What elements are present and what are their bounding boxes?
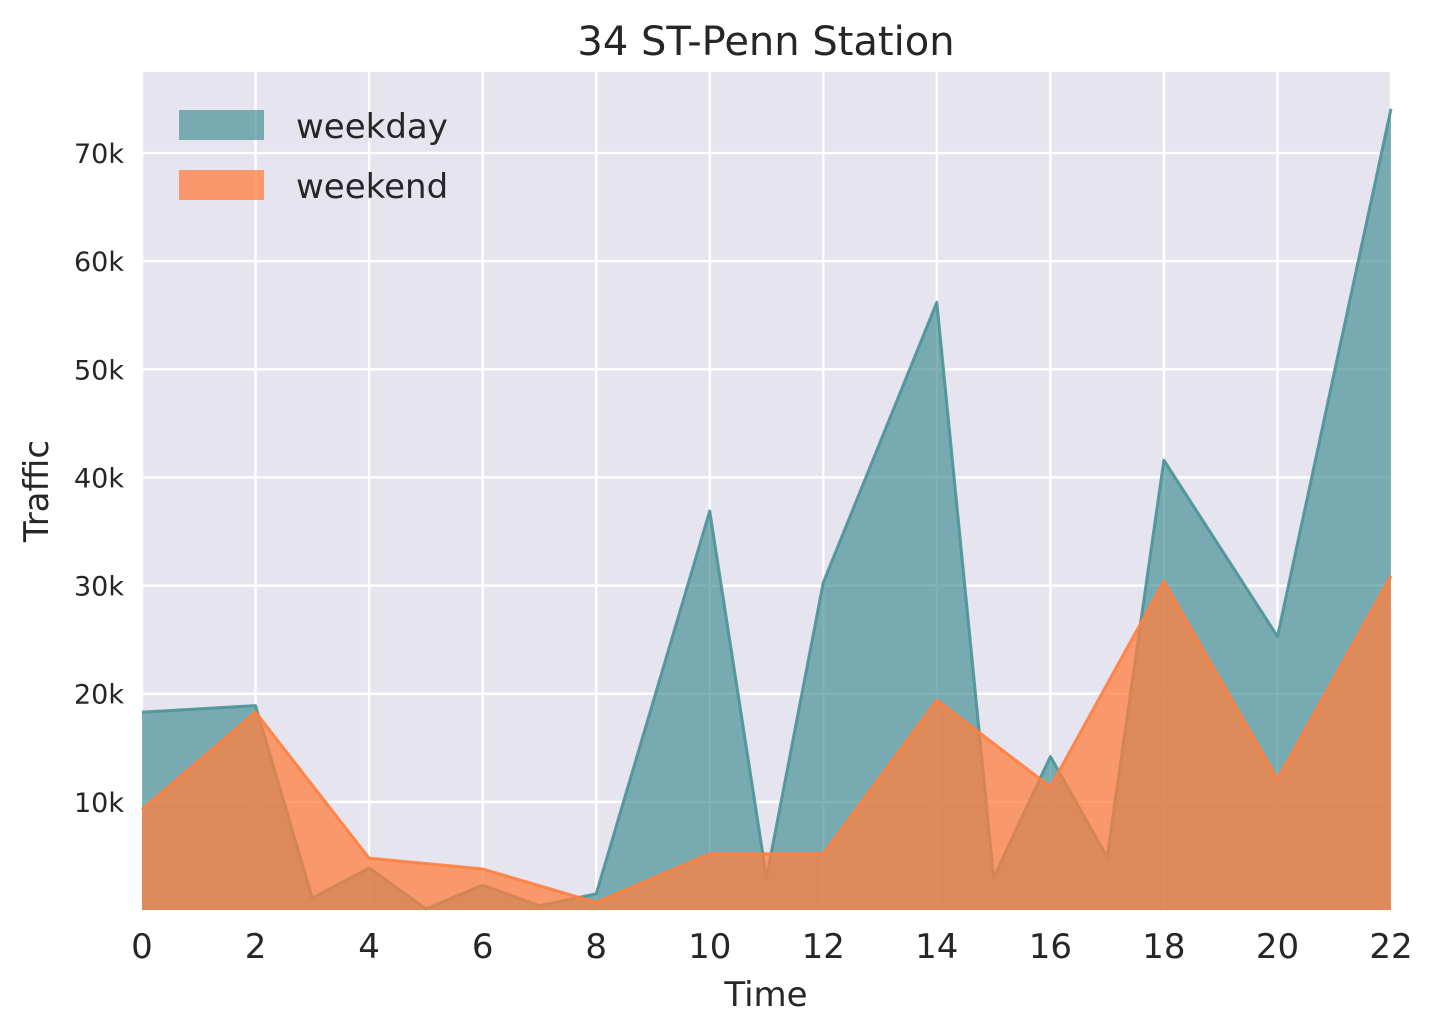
x-tick-label: 20 — [1256, 927, 1299, 967]
legend: weekday weekend — [179, 107, 448, 207]
y-tick-label: 70k — [74, 139, 124, 170]
y-tick-label: 10k — [74, 788, 124, 819]
x-tick-label: 10 — [688, 927, 731, 967]
y-tick-label: 60k — [74, 247, 124, 278]
legend-label-weekday: weekday — [296, 107, 448, 147]
x-tick-label: 0 — [131, 927, 153, 967]
x-tick-label: 18 — [1142, 927, 1185, 967]
y-tick-label: 30k — [74, 572, 124, 603]
x-tick-label: 8 — [585, 927, 607, 967]
x-axis-label: Time — [723, 975, 807, 1015]
x-tick-label: 22 — [1369, 927, 1412, 967]
legend-swatch-weekday — [179, 110, 264, 140]
y-axis-label: Traffic — [17, 440, 57, 543]
legend-swatch-weekend — [179, 170, 264, 200]
area-series — [141, 108, 1393, 911]
legend-label-weekend: weekend — [296, 167, 448, 207]
y-tick-labels: 10k 20k 30k 40k 50k 60k 70k — [74, 139, 124, 819]
x-tick-label: 4 — [358, 927, 380, 967]
x-tick-label: 2 — [245, 927, 267, 967]
y-tick-label: 40k — [74, 463, 124, 494]
y-tick-label: 50k — [74, 355, 124, 386]
x-tick-labels: 0 2 4 6 8 10 12 14 16 18 20 22 — [131, 927, 1412, 967]
chart-title: 34 ST-Penn Station — [577, 19, 954, 65]
x-tick-label: 16 — [1029, 927, 1072, 967]
x-tick-label: 6 — [472, 927, 494, 967]
x-tick-label: 12 — [802, 927, 845, 967]
y-tick-label: 20k — [74, 680, 124, 711]
weekend-area — [142, 575, 1391, 910]
weekend-line — [141, 575, 1393, 904]
x-tick-label: 14 — [915, 927, 958, 967]
